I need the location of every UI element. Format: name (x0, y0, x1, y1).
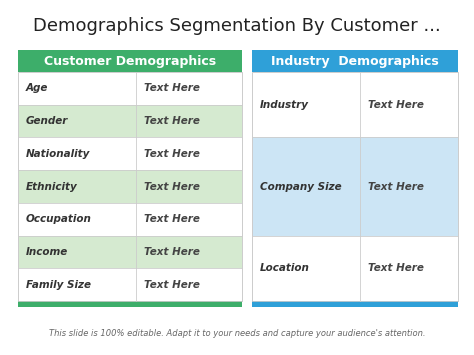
Text: Text Here: Text Here (368, 263, 424, 273)
Text: Text Here: Text Here (144, 181, 200, 191)
Text: This slide is 100% editable. Adapt it to your needs and capture your audience's : This slide is 100% editable. Adapt it to… (49, 328, 425, 338)
Text: Text Here: Text Here (144, 214, 200, 224)
Bar (18, 50, 242, 72)
Text: Nationality: Nationality (26, 149, 91, 159)
Text: Income: Income (26, 247, 68, 257)
Text: Family Size: Family Size (26, 280, 91, 290)
Text: Demographics Segmentation By Customer ...: Demographics Segmentation By Customer ..… (33, 17, 441, 35)
Text: Customer Demographics: Customer Demographics (44, 55, 216, 67)
Text: Text Here: Text Here (144, 247, 200, 257)
Text: Text Here: Text Here (144, 280, 200, 290)
Bar (18, 236, 242, 268)
Text: Age: Age (26, 83, 48, 93)
Text: Text Here: Text Here (144, 149, 200, 159)
Text: Text Here: Text Here (144, 83, 200, 93)
Bar (252, 50, 458, 72)
Text: Industry: Industry (260, 100, 309, 110)
Text: Text Here: Text Here (144, 116, 200, 126)
Text: Text Here: Text Here (368, 100, 424, 110)
Bar (18, 105, 242, 137)
Text: Company Size: Company Size (260, 181, 342, 191)
Bar (18, 170, 242, 203)
Text: Occupation: Occupation (26, 214, 92, 224)
Text: Text Here: Text Here (368, 181, 424, 191)
Text: Industry  Demographics: Industry Demographics (271, 55, 439, 67)
Bar (252, 137, 458, 236)
Bar (18, 301, 242, 307)
Bar (252, 301, 458, 307)
Bar (252, 72, 458, 301)
Text: Location: Location (260, 263, 310, 273)
Text: Ethnicity: Ethnicity (26, 181, 78, 191)
Text: Gender: Gender (26, 116, 68, 126)
Bar (18, 72, 242, 301)
